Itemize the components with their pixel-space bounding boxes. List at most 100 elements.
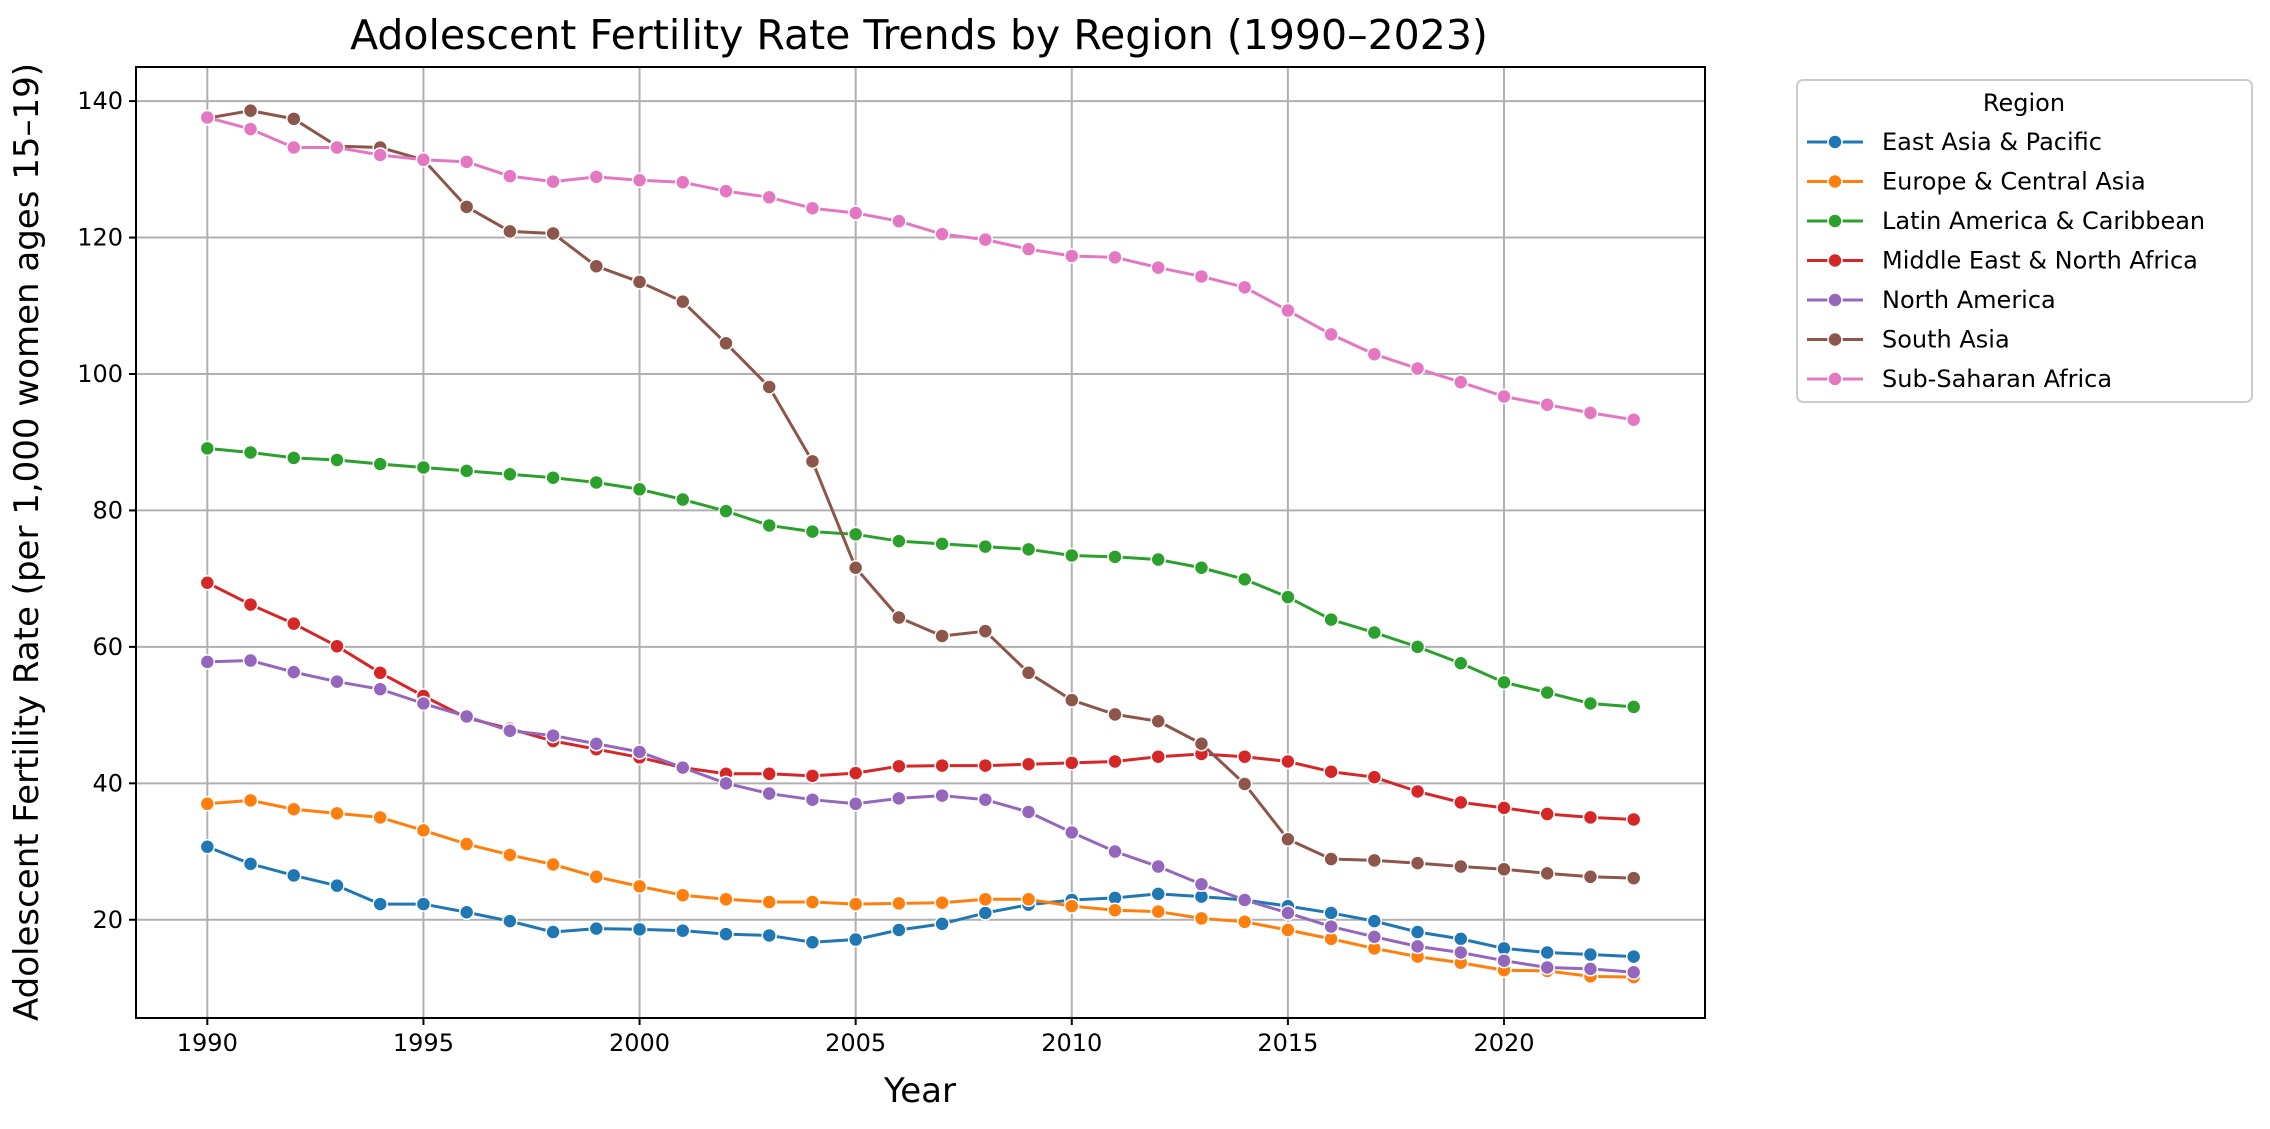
legend-marker — [1827, 173, 1843, 190]
data-point — [1582, 695, 1599, 712]
data-point — [934, 894, 950, 911]
data-point — [588, 258, 605, 274]
data-point — [718, 775, 734, 792]
data-point — [1625, 699, 1642, 715]
data-point — [847, 931, 864, 948]
data-point — [286, 450, 302, 466]
data-point — [977, 905, 994, 921]
data-point — [1539, 865, 1555, 882]
data-point — [804, 453, 821, 470]
data-point — [1409, 360, 1426, 377]
data-point — [545, 856, 561, 873]
data-point — [242, 102, 259, 119]
data-point — [502, 913, 518, 929]
legend-entry-south-asia: South Asia — [1807, 326, 2010, 354]
data-point — [804, 523, 821, 540]
data-point — [1150, 551, 1166, 568]
data-point — [1107, 902, 1123, 918]
data-point — [1280, 831, 1296, 848]
data-point — [199, 575, 216, 591]
data-point — [675, 922, 691, 939]
data-point — [329, 638, 345, 654]
data-point — [1539, 806, 1555, 822]
data-point — [1193, 876, 1210, 893]
data-point — [891, 533, 907, 549]
data-point — [1020, 891, 1037, 908]
data-point — [1409, 938, 1426, 955]
data-point — [977, 791, 994, 808]
legend-label: Sub-Saharan Africa — [1882, 365, 2112, 393]
data-point — [502, 466, 518, 483]
data-point — [1020, 665, 1037, 681]
data-point — [1582, 869, 1599, 885]
data-point — [977, 757, 994, 774]
data-point — [1020, 756, 1037, 772]
x-axis-label: Year — [883, 1071, 956, 1111]
data-point — [1020, 541, 1037, 558]
data-point — [934, 787, 950, 804]
series-europe-and-central-asia — [199, 792, 1642, 985]
data-point — [1366, 624, 1383, 641]
data-point — [1496, 861, 1512, 878]
data-point — [761, 785, 777, 802]
legend-label: Europe & Central Asia — [1882, 168, 2146, 196]
data-point — [1366, 852, 1383, 869]
y-tick-label: 20 — [92, 906, 123, 934]
legend-entry-north-america: North America — [1807, 286, 2056, 314]
data-point — [804, 200, 821, 216]
chart-title: Adolescent Fertility Rate Trends by Regi… — [350, 11, 1488, 59]
data-point — [1150, 858, 1166, 875]
y-axis: 20 40 60 80 100 120 140 — [77, 87, 136, 934]
data-point — [1193, 910, 1210, 927]
data-point — [199, 796, 216, 812]
data-point — [761, 379, 777, 395]
series-latin-america-and-caribbean — [199, 440, 1642, 715]
legend-marker — [1827, 213, 1843, 229]
data-point — [1453, 374, 1469, 390]
series-line — [207, 446, 1634, 709]
data-point — [1236, 892, 1253, 908]
data-point — [1280, 302, 1296, 319]
x-tick-label: 2000 — [609, 1029, 670, 1057]
data-point — [804, 791, 821, 808]
data-point — [1366, 769, 1383, 785]
data-point — [1020, 804, 1037, 820]
data-point — [847, 796, 864, 812]
data-point — [1625, 964, 1642, 981]
data-point — [1496, 388, 1512, 405]
data-point — [415, 152, 432, 168]
legend-marker — [1827, 252, 1843, 269]
data-point — [242, 444, 259, 461]
data-point — [1496, 800, 1512, 816]
series-sub-saharan-africa — [199, 109, 1642, 428]
legend-label: Middle East & North Africa — [1882, 247, 2198, 275]
data-point — [415, 896, 432, 912]
data-point — [1539, 396, 1555, 413]
data-point — [242, 792, 259, 809]
data-point — [934, 226, 950, 242]
data-point — [286, 139, 302, 156]
data-point — [934, 536, 950, 552]
data-point — [1107, 753, 1123, 770]
data-point — [372, 665, 388, 681]
data-point — [761, 927, 777, 944]
series-layer — [199, 102, 1642, 985]
data-point — [761, 517, 777, 534]
data-point — [415, 695, 432, 712]
data-point — [1150, 748, 1166, 765]
x-tick-label: 2005 — [825, 1029, 886, 1057]
series-line — [207, 109, 1634, 880]
data-point — [329, 139, 345, 156]
legend-entry-europe-and-central-asia: Europe & Central Asia — [1807, 168, 2146, 196]
y-tick-label: 120 — [77, 224, 123, 252]
data-point — [934, 628, 950, 644]
data-point — [1539, 959, 1555, 976]
data-point — [847, 559, 864, 576]
data-point — [588, 169, 605, 185]
y-tick-label: 80 — [92, 496, 123, 524]
x-tick-label: 1990 — [177, 1029, 238, 1057]
data-point — [1193, 559, 1210, 576]
data-point — [675, 293, 691, 310]
data-point — [631, 481, 648, 498]
gridlines — [136, 67, 1705, 1018]
